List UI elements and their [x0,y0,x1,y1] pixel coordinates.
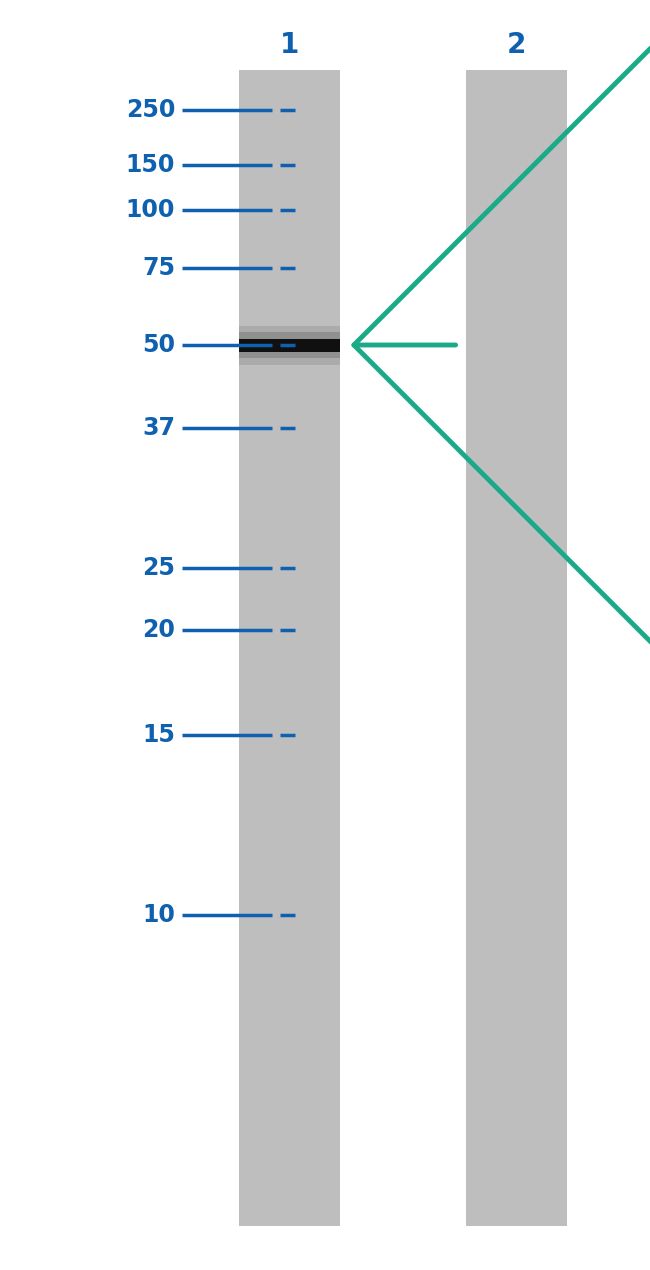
Text: 10: 10 [142,903,175,927]
Text: 15: 15 [142,723,175,747]
Text: 20: 20 [142,618,175,643]
Text: 2: 2 [507,30,526,58]
Text: 75: 75 [142,257,175,279]
Bar [239,70,339,1226]
Text: 1: 1 [280,30,299,58]
Bar [239,331,339,358]
Bar [239,325,339,364]
Text: 50: 50 [142,333,175,357]
Bar [239,339,339,352]
Bar [467,70,567,1226]
Text: 37: 37 [142,417,175,439]
Text: 250: 250 [125,98,175,122]
Text: 25: 25 [142,556,175,580]
Text: 150: 150 [125,152,175,177]
Text: 100: 100 [125,198,175,222]
